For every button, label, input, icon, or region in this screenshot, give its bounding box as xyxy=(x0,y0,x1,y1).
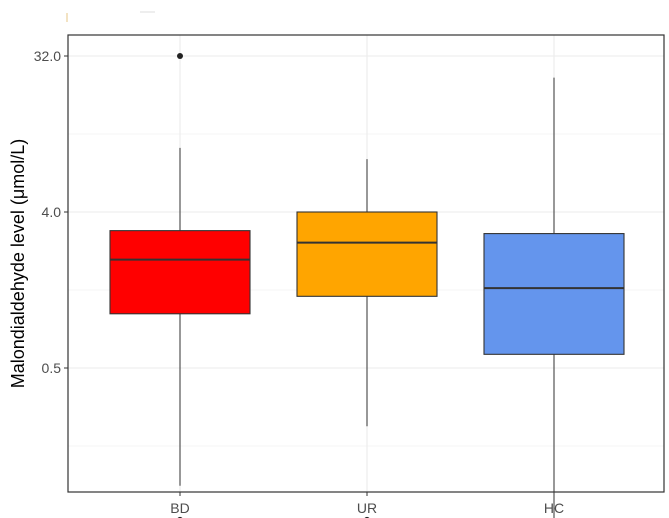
x-tick-label: UR xyxy=(357,500,377,516)
iqr-box xyxy=(296,211,438,297)
box-bd xyxy=(109,53,251,518)
outlier-point xyxy=(177,53,183,59)
x-tick-label: BD xyxy=(170,500,189,516)
iqr-box xyxy=(109,230,251,315)
y-tick-label: 4.0 xyxy=(42,204,62,220)
x-tick-label: HC xyxy=(544,500,564,516)
box-ur xyxy=(296,159,438,518)
y-tick-label: 32.0 xyxy=(34,48,61,64)
iqr-box xyxy=(483,233,625,355)
boxes xyxy=(109,53,625,518)
y-axis-title: Malondialdehyde level (μmol/L) xyxy=(8,139,28,389)
box-hc xyxy=(483,77,625,518)
plot-panel-border xyxy=(67,34,665,493)
axes: 0.5 4.0 32.0 BD UR HC xyxy=(34,48,564,516)
y-tick-label: 0.5 xyxy=(42,360,62,376)
